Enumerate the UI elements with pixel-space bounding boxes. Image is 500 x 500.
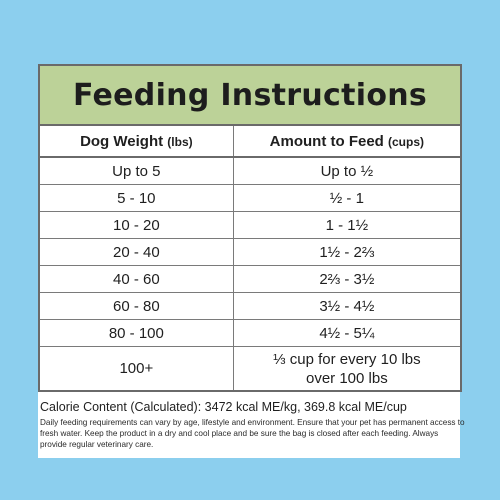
amount-cell-line: ⅓ cup for every 10 lbs [273,350,421,368]
page-title: Feeding Instructions [72,77,428,113]
column-header-weight-unit: (lbs) [167,134,193,149]
amount-cell: 1½ - 2⅔ [233,238,460,266]
weight-cell: 100+ [40,346,234,390]
weight-cell: 40 - 60 [40,265,234,293]
amount-cell-line: over 100 lbs [305,369,388,387]
table-header-row: Dog Weight (lbs) Amount to Feed (cups) [40,126,460,158]
column-header-amount: Amount to Feed (cups) [233,126,460,158]
title-bar: Feeding Instructions [40,66,460,126]
weight-cell: Up to 5 [40,157,234,185]
table-row: 60 - 80 3½ - 4½ [40,292,460,320]
table-row: 40 - 60 2⅔ - 3½ [40,265,460,293]
calorie-content: Calorie Content (Calculated): 3472 kcal … [40,400,407,414]
amount-cell: ½ - 1 [233,184,460,212]
amount-cell: Up to ½ [233,157,460,185]
weight-cell: 80 - 100 [40,319,234,347]
column-header-weight: Dog Weight (lbs) [40,126,234,158]
table-row: 80 - 100 4½ - 5¼ [40,319,460,347]
table-row: 100+ ⅓ cup for every 10 lbs over 100 lbs [40,346,460,391]
column-header-amount-unit: (cups) [388,134,424,149]
amount-cell: ⅓ cup for every 10 lbs over 100 lbs [233,347,460,391]
table-row: 10 - 20 1 - 1½ [40,211,460,239]
table-row: 5 - 10 ½ - 1 [40,184,460,212]
weight-cell: 5 - 10 [40,184,234,212]
weight-cell: 10 - 20 [40,211,234,239]
feeding-table: Dog Weight (lbs) Amount to Feed (cups) U… [40,126,460,390]
table-row: Up to 5 Up to ½ [40,157,460,185]
feeding-table-frame: Feeding Instructions Dog Weight (lbs) Am… [38,64,462,392]
amount-cell: 1 - 1½ [233,211,460,239]
column-header-amount-label: Amount to Feed [269,132,384,150]
amount-cell: 3½ - 4½ [233,292,460,320]
amount-cell: 4½ - 5¼ [233,319,460,347]
feeding-disclaimer: Daily feeding requirements can vary by a… [40,418,465,449]
weight-cell: 20 - 40 [40,238,234,266]
column-header-weight-label: Dog Weight [80,132,164,150]
table-row: 20 - 40 1½ - 2⅔ [40,238,460,266]
amount-cell: 2⅔ - 3½ [233,265,460,293]
weight-cell: 60 - 80 [40,292,234,320]
